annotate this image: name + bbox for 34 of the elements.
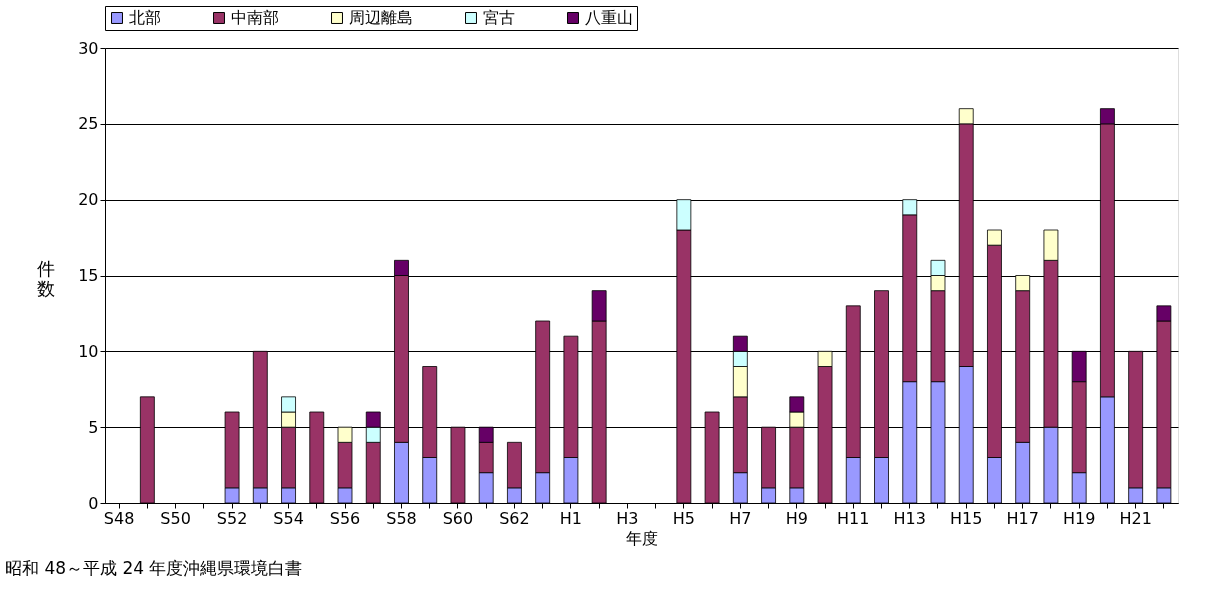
x-tick-label: S56 xyxy=(329,508,361,528)
x-tick-label: H5 xyxy=(672,508,695,528)
y-tick-label: 5 xyxy=(88,417,99,437)
y-tick-label: 30 xyxy=(78,38,99,58)
y-axis-title: 件数 xyxy=(36,257,55,299)
x-tick-label: S52 xyxy=(216,508,248,528)
x-tick-label: S58 xyxy=(386,508,417,528)
x-tick-label: S54 xyxy=(273,508,304,528)
x-tick-label: H3 xyxy=(616,508,639,528)
x-tick-label: S62 xyxy=(499,508,530,528)
y-tick-label: 10 xyxy=(78,341,99,361)
x-tick-label: H9 xyxy=(785,508,808,528)
legend-label: 北部 xyxy=(129,8,161,27)
x-tick-label: S60 xyxy=(442,508,474,528)
x-tick-label: H21 xyxy=(1119,508,1152,528)
x-tick-label: H15 xyxy=(950,508,983,528)
x-tick-label: H7 xyxy=(729,508,752,528)
x-tick-label: H13 xyxy=(893,508,926,528)
x-tick-label: H11 xyxy=(837,508,870,528)
y-tick-label: 15 xyxy=(78,266,99,285)
y-tick-label: 20 xyxy=(78,190,99,210)
y-tick-label: 25 xyxy=(78,114,99,134)
x-tick-label: H1 xyxy=(559,508,583,528)
y-tick-label: 0 xyxy=(88,493,99,513)
x-tick-label: S48 xyxy=(103,508,135,528)
x-tick-label: H19 xyxy=(1062,508,1096,528)
x-tick-label: H17 xyxy=(1006,508,1039,528)
x-axis-title: 年度 xyxy=(626,528,658,548)
legend-label: 中南部 xyxy=(231,8,279,27)
x-tick-label: S50 xyxy=(160,508,191,528)
legend-label: 八重山 xyxy=(585,8,633,27)
legend-label: 宮古 xyxy=(483,8,515,27)
legend-label: 周辺離島 xyxy=(349,8,413,27)
text: 昭和 48～平成 24 年度沖縄県環境白書 xyxy=(5,558,303,578)
